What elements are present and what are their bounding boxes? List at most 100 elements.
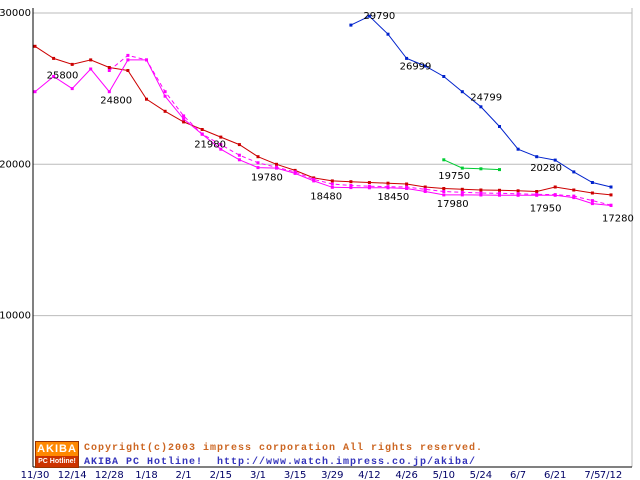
series-red-marker — [498, 188, 501, 192]
series-magenta-average-marker — [367, 184, 371, 188]
series-red — [33, 44, 613, 197]
series-red-marker — [200, 128, 204, 131]
series-magenta-lowest-marker — [330, 185, 334, 189]
value-label: 29790 — [363, 11, 395, 22]
series-red-marker — [145, 97, 148, 101]
series-magenta-average-marker — [572, 194, 576, 198]
series-blue-marker — [498, 125, 501, 128]
series-blue-marker — [553, 158, 557, 162]
x-tick-label: 3/15 — [284, 470, 306, 480]
series-red-marker — [516, 189, 520, 193]
series-red-marker — [275, 162, 278, 166]
y-axis-labels: 30000 20000 10000 — [0, 8, 31, 322]
series-blue-marker — [405, 56, 409, 60]
series-magenta-average-marker — [516, 192, 520, 196]
series-magenta-average-marker — [145, 58, 148, 62]
y-tick-label: 10000 — [0, 311, 31, 322]
series-magenta-average — [107, 53, 613, 207]
series-magenta-average-marker — [330, 182, 334, 186]
x-tick-label: 7/5 — [584, 470, 600, 480]
value-label: 24800 — [100, 96, 132, 107]
series-magenta-average-marker — [312, 177, 316, 181]
y-tick-label: 20000 — [0, 159, 31, 170]
series-red-marker — [572, 188, 576, 192]
series-green — [442, 158, 501, 172]
series-blue-marker — [386, 32, 390, 36]
series-blue-marker — [349, 23, 353, 27]
value-label: 18450 — [377, 192, 409, 203]
x-tick-label: 6/21 — [544, 470, 566, 480]
series-magenta-lowest-marker — [590, 202, 594, 206]
series-magenta-average-marker — [275, 165, 278, 169]
series-magenta-average-marker — [479, 191, 483, 195]
x-tick-label: 5/24 — [470, 470, 492, 480]
series-red-marker — [52, 56, 56, 60]
series-red-marker — [405, 182, 409, 186]
series-red-marker — [535, 190, 539, 193]
series-blue-marker — [367, 14, 371, 18]
series-magenta-lowest-marker — [182, 117, 186, 121]
series-red-marker — [330, 179, 334, 183]
series-magenta-lowest-marker — [89, 67, 93, 71]
series-magenta-average-marker — [349, 184, 353, 187]
series-magenta-average-marker — [200, 132, 204, 136]
series-red-marker — [107, 66, 111, 69]
series-magenta-lowest-marker — [237, 158, 241, 162]
value-label: 24799 — [470, 93, 502, 104]
series-magenta-lowest-marker — [367, 186, 371, 190]
series-magenta-average-marker — [107, 69, 111, 72]
series-magenta-average-marker — [126, 53, 130, 57]
series-red-marker — [553, 185, 557, 189]
series-blue-marker — [479, 105, 483, 109]
series-red-marker — [89, 58, 93, 62]
series-red-marker — [442, 187, 446, 190]
value-label: 26999 — [400, 61, 432, 72]
x-axis-labels: 11/30 12/14 12/28 1/18 2/1 2/15 3/1 3/15 3/29 4/1… — [21, 470, 623, 480]
x-tick-label: 12/14 — [58, 470, 87, 480]
x-tick-label: 4/12 — [358, 470, 380, 480]
x-tick-label: 3/29 — [321, 470, 343, 480]
series-magenta-lowest-marker — [33, 90, 37, 94]
axes — [32, 8, 632, 468]
series-red-marker — [182, 120, 186, 124]
series-magenta-average-marker — [386, 185, 390, 189]
logo-akiba-text: AKIBA — [37, 442, 77, 455]
series-red-marker — [423, 185, 427, 189]
value-label: 25800 — [47, 71, 79, 82]
series-red-marker — [237, 143, 241, 147]
value-label: 21980 — [194, 139, 226, 150]
series-red-marker — [479, 188, 483, 192]
series-red-marker — [367, 181, 371, 184]
series-magenta-average-marker — [423, 187, 427, 191]
series-magenta-average-marker — [609, 203, 613, 207]
series-magenta-lowest-line — [34, 59, 612, 206]
x-tick-label: 4/26 — [395, 470, 417, 480]
series-blue-marker — [442, 75, 446, 78]
series-magenta-average-marker — [293, 170, 297, 174]
x-tick-label: 5/10 — [433, 470, 455, 480]
series-blue-marker — [572, 170, 576, 174]
x-tick-label: 12/28 — [95, 470, 124, 480]
series-magenta-average-marker — [237, 153, 241, 157]
series-magenta-average-marker — [460, 190, 464, 194]
series-blue-marker — [609, 185, 613, 189]
series-blue-marker — [535, 155, 539, 159]
logo-pc-hotline-text: PC Hotline! — [36, 455, 78, 467]
series-magenta-lowest — [33, 58, 613, 207]
x-tick-label: 2/1 — [176, 470, 192, 480]
value-label: 17950 — [530, 203, 562, 214]
series-magenta-average-marker — [182, 114, 186, 118]
value-label: 18480 — [310, 191, 342, 202]
series-magenta-lowest-marker — [163, 94, 167, 98]
x-tick-label: 11/30 — [21, 470, 50, 480]
series-magenta-lowest-marker — [52, 75, 56, 78]
series-red-marker — [386, 181, 390, 185]
series-red-marker — [70, 62, 74, 66]
series-magenta-lowest-marker — [460, 193, 464, 197]
series-magenta-average-marker — [405, 185, 409, 189]
x-tick-label: 7/12 — [600, 470, 622, 480]
series-blue-marker — [423, 64, 427, 68]
series-blue-marker — [516, 147, 520, 151]
series-red-marker — [33, 44, 37, 48]
